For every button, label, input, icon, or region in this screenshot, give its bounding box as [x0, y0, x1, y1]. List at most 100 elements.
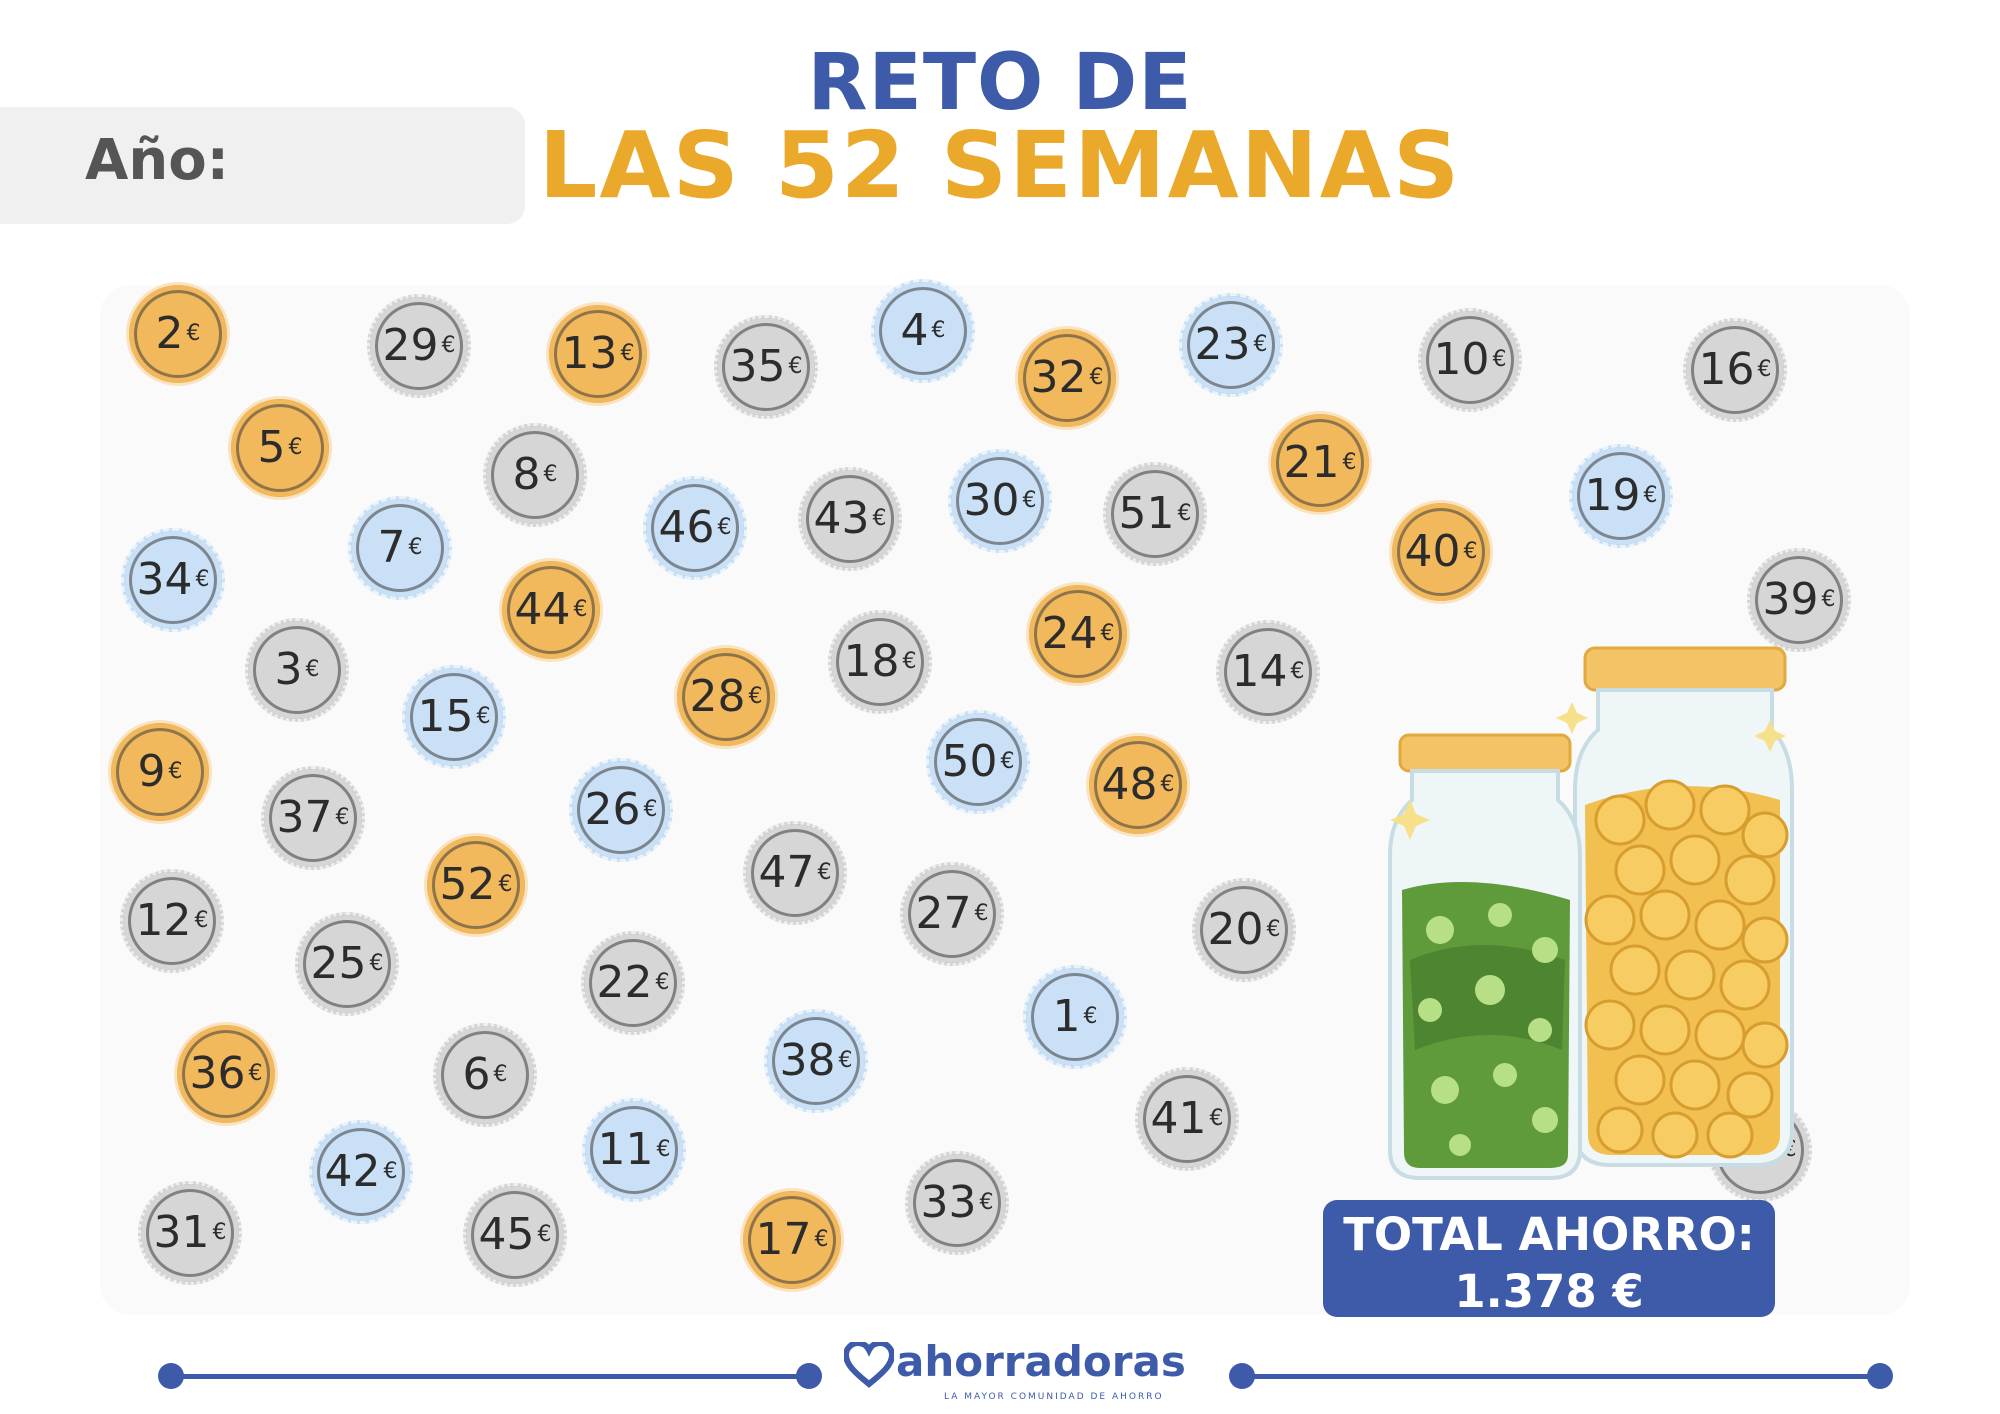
coin-value: 26 [584, 784, 641, 835]
coin-value: 41 [1150, 1093, 1207, 1144]
euro-symbol: € [305, 657, 320, 682]
coin-15[interactable]: 15 € [402, 665, 506, 769]
coin-value: 43 [813, 493, 870, 544]
coin-35[interactable]: 35 € [714, 315, 818, 419]
coin-5[interactable]: 5 € [228, 396, 332, 500]
euro-symbol: € [1177, 501, 1192, 526]
coin-34[interactable]: 34 € [121, 528, 225, 632]
coin-value: 23 [1194, 319, 1251, 370]
coin-22[interactable]: 22 € [581, 931, 685, 1035]
coin-40[interactable]: 40 € [1389, 500, 1493, 604]
coin-value: 15 [417, 691, 474, 742]
coin-33[interactable]: 33 € [905, 1151, 1009, 1255]
coin-37[interactable]: 37 € [261, 766, 365, 870]
coin-value: 7 [377, 522, 406, 573]
coin-9[interactable]: 9 € [108, 720, 212, 824]
coin-7[interactable]: 7 € [348, 496, 452, 600]
euro-symbol: € [168, 759, 183, 784]
euro-symbol: € [1266, 917, 1281, 942]
coin-23[interactable]: 23 € [1179, 293, 1283, 397]
coin-value: 33 [920, 1177, 977, 1228]
sparkle-icon [1390, 702, 1786, 840]
coin-26[interactable]: 26 € [569, 758, 673, 862]
coin-6[interactable]: 6 € [433, 1023, 537, 1127]
coin-2[interactable]: 2 € [126, 282, 230, 386]
coin-value: 28 [689, 671, 746, 722]
coin-45[interactable]: 45 € [463, 1183, 567, 1287]
year-field[interactable] [0, 107, 525, 224]
coin-value: 29 [382, 320, 439, 371]
coin-31[interactable]: 31 € [138, 1181, 242, 1285]
coin-52[interactable]: 52 € [424, 833, 528, 937]
coin-12[interactable]: 12 € [120, 869, 224, 973]
euro-symbol: € [974, 901, 989, 926]
coin-11[interactable]: 11 € [582, 1098, 686, 1202]
coin-value: 3 [274, 644, 303, 695]
euro-symbol: € [383, 1159, 398, 1184]
coin-30[interactable]: 30 € [948, 449, 1052, 553]
coin-value: 16 [1698, 344, 1755, 395]
coin-14[interactable]: 14 € [1216, 620, 1320, 724]
coin-24[interactable]: 24 € [1026, 582, 1130, 686]
footer-dot [158, 1363, 184, 1389]
coin-51[interactable]: 51 € [1103, 462, 1207, 566]
coin-43[interactable]: 43 € [798, 467, 902, 571]
coin-3[interactable]: 3 € [245, 618, 349, 722]
coin-value: 10 [1433, 334, 1490, 385]
euro-symbol: € [408, 535, 423, 560]
coin-value: 48 [1101, 759, 1158, 810]
coin-13[interactable]: 13 € [546, 302, 650, 406]
coin-value: 38 [779, 1035, 836, 1086]
euro-symbol: € [441, 333, 456, 358]
coin-value: 18 [843, 636, 900, 687]
coin-29[interactable]: 29 € [367, 294, 471, 398]
coin-47[interactable]: 47 € [743, 821, 847, 925]
coin-1[interactable]: 1 € [1023, 965, 1127, 1069]
coin-16[interactable]: 16 € [1683, 318, 1787, 422]
coin-8[interactable]: 8 € [483, 423, 587, 527]
coin-20[interactable]: 20 € [1192, 878, 1296, 982]
coin-46[interactable]: 46 € [643, 476, 747, 580]
coin-19[interactable]: 19 € [1569, 444, 1673, 548]
coin-value: 11 [597, 1124, 654, 1175]
coin-value: 4 [900, 305, 929, 356]
coin-28[interactable]: 28 € [674, 645, 778, 749]
coin-value: 21 [1283, 437, 1340, 488]
coin-value: 8 [512, 449, 541, 500]
coin-value: 9 [137, 746, 166, 797]
coin-36[interactable]: 36 € [174, 1022, 278, 1126]
coin-17[interactable]: 17 € [740, 1188, 844, 1292]
coin-10[interactable]: 10 € [1418, 308, 1522, 412]
coin-42[interactable]: 42 € [309, 1120, 413, 1224]
coin-39[interactable]: 39 € [1747, 548, 1851, 652]
coin-value: 14 [1231, 646, 1288, 697]
coin-18[interactable]: 18 € [828, 610, 932, 714]
euro-symbol: € [643, 797, 658, 822]
footer-dot [1867, 1363, 1893, 1389]
euro-symbol: € [288, 435, 303, 460]
title-line-2: LAS 52 SEMANAS [538, 112, 1462, 219]
coin-50[interactable]: 50 € [926, 710, 1030, 814]
coin-4[interactable]: 4 € [871, 279, 975, 383]
coin-value: 46 [658, 502, 715, 553]
coin-25[interactable]: 25 € [295, 912, 399, 1016]
euro-symbol: € [620, 341, 635, 366]
coin-41[interactable]: 41 € [1135, 1067, 1239, 1171]
euro-symbol: € [248, 1061, 263, 1086]
coin-27[interactable]: 27 € [900, 862, 1004, 966]
coin-38[interactable]: 38 € [764, 1009, 868, 1113]
coin-44[interactable]: 44 € [499, 558, 603, 662]
coin-value: 22 [596, 957, 653, 1008]
coin-32[interactable]: 32 € [1015, 326, 1119, 430]
total-savings-label: TOTAL AHORRO: [1343, 1208, 1755, 1261]
euro-symbol: € [543, 462, 558, 487]
euro-symbol: € [186, 321, 201, 346]
coin-21[interactable]: 21 € [1268, 411, 1372, 515]
euro-symbol: € [1290, 659, 1305, 684]
euro-symbol: € [979, 1190, 994, 1215]
heart-logo-icon [844, 1342, 894, 1388]
euro-symbol: € [1492, 347, 1507, 372]
coin-48[interactable]: 48 € [1086, 733, 1190, 837]
coin-value: 32 [1030, 352, 1087, 403]
